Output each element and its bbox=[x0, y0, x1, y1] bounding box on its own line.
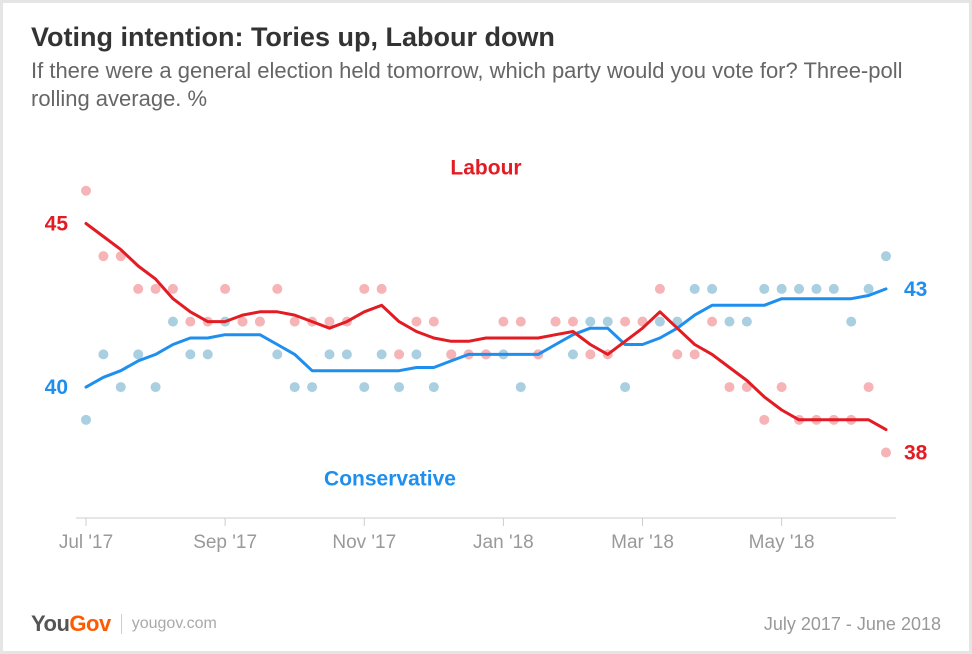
logo-group: YouGov yougov.com bbox=[31, 611, 217, 637]
footer-daterange: July 2017 - June 2018 bbox=[764, 614, 941, 635]
chart-svg: Jul '17 Sep '17 Nov '17 Jan '18 Mar '18 May '… bbox=[31, 148, 941, 553]
chart-card: Voting intention: Tories up, Labour down… bbox=[0, 0, 972, 654]
yougov-logo: YouGov bbox=[31, 611, 111, 637]
svg-text:Mar '18: Mar '18 bbox=[611, 532, 674, 553]
svg-text:May '18: May '18 bbox=[749, 532, 815, 553]
svg-text:Jul '17: Jul '17 bbox=[59, 532, 113, 553]
chart-area: Jul '17 Sep '17 Nov '17 Jan '18 Mar '18 May '… bbox=[31, 148, 941, 553]
svg-text:40: 40 bbox=[45, 376, 68, 399]
svg-text:Sep '17: Sep '17 bbox=[193, 532, 257, 553]
header: Voting intention: Tories up, Labour down… bbox=[3, 3, 969, 112]
chart-title: Voting intention: Tories up, Labour down bbox=[31, 21, 941, 53]
svg-text:43: 43 bbox=[904, 278, 927, 301]
svg-text:Nov '17: Nov '17 bbox=[332, 532, 396, 553]
footer-divider bbox=[121, 614, 122, 634]
footer-url: yougov.com bbox=[132, 615, 217, 633]
chart-subtitle: If there were a general election held to… bbox=[31, 57, 941, 112]
svg-text:38: 38 bbox=[904, 442, 928, 465]
svg-text:45: 45 bbox=[45, 212, 69, 235]
footer: YouGov yougov.com July 2017 - June 2018 bbox=[31, 611, 941, 637]
svg-text:Jan '18: Jan '18 bbox=[473, 532, 534, 553]
svg-text:Labour: Labour bbox=[450, 156, 521, 179]
svg-text:Conservative: Conservative bbox=[324, 467, 456, 490]
